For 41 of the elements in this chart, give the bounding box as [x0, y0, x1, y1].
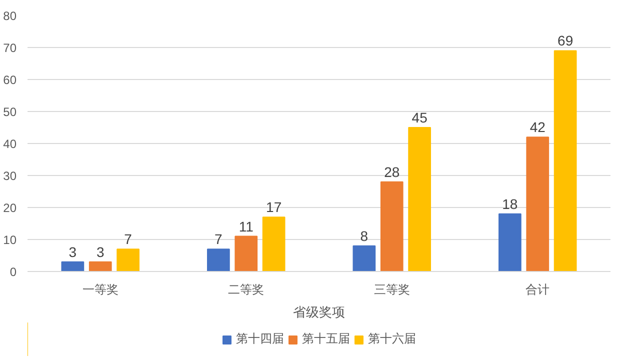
data-label: 17 [266, 199, 282, 216]
bar [498, 213, 522, 272]
data-label: 69 [558, 32, 574, 49]
bar [554, 50, 577, 272]
data-label: 8 [360, 228, 368, 244]
y-tick-label: 20 [3, 201, 17, 215]
bar [352, 245, 376, 272]
bar [116, 248, 140, 272]
bar [207, 248, 230, 272]
bar [61, 261, 84, 272]
data-label: 42 [530, 119, 546, 136]
legend-label: 第十四届 [236, 330, 284, 348]
x-tick-label: 二等奖 [228, 282, 264, 296]
data-label: 11 [238, 218, 254, 234]
x-tick-label: 合计 [526, 282, 550, 296]
data-label: 45 [412, 110, 428, 126]
bar [88, 261, 112, 272]
x-tick-label: 一等奖 [82, 282, 118, 296]
bar [234, 236, 258, 272]
legend-label: 第十六届 [368, 330, 416, 348]
bar [526, 136, 550, 272]
x-axis-title: 省级奖项 [293, 304, 345, 320]
bar [262, 216, 286, 272]
data-label: 28 [384, 164, 400, 180]
data-label: 7 [214, 231, 223, 248]
bar [408, 127, 431, 272]
y-tick-label: 40 [3, 137, 17, 151]
data-label: 18 [502, 196, 518, 212]
x-tick-label: 三等奖 [374, 282, 410, 296]
data-label: 3 [68, 244, 77, 260]
data-label: 7 [124, 231, 132, 248]
y-tick-label: 80 [3, 9, 17, 23]
bar [380, 181, 404, 272]
y-tick-label: 70 [3, 41, 17, 55]
data-label: 3 [96, 244, 104, 260]
legend-label: 第十五届 [302, 330, 350, 348]
y-tick-label: 10 [3, 233, 17, 247]
y-tick-label: 60 [3, 73, 17, 87]
y-tick-label: 30 [3, 169, 17, 183]
y-tick-label: 0 [10, 265, 17, 279]
y-tick-label: 50 [3, 105, 17, 119]
